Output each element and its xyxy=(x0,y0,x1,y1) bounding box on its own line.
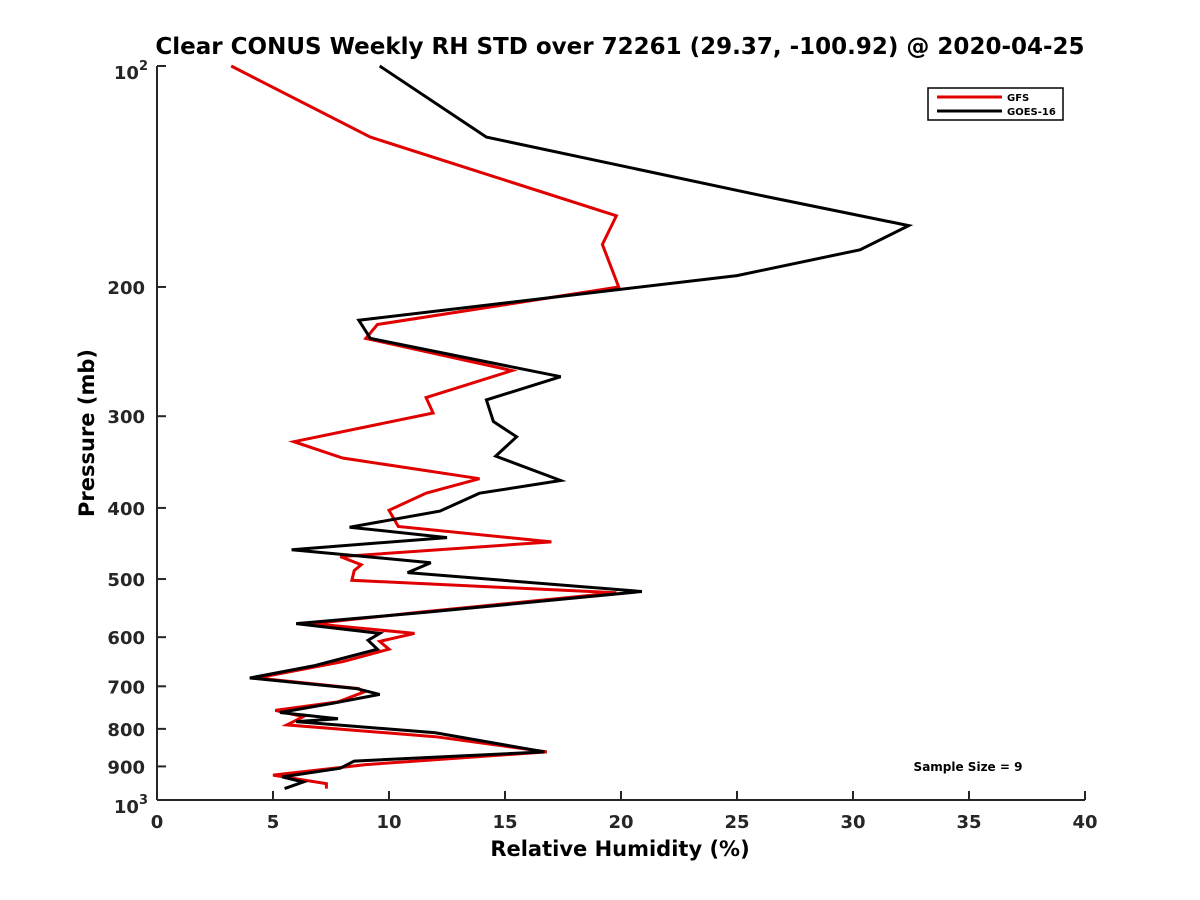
x-tick-label: 20 xyxy=(608,812,633,833)
y-tick-label: 600 xyxy=(107,628,145,649)
y-tick-label: 500 xyxy=(107,570,145,591)
y-tick-label: 103 xyxy=(114,793,148,818)
x-tick-label: 25 xyxy=(724,812,749,833)
y-tick-label: 400 xyxy=(107,499,145,520)
tick-labels: 0 5 10 15 20 25 30 35 40 102 200 300 400 500 600 700 800… xyxy=(107,59,1097,833)
y-tick-label: 900 xyxy=(107,757,145,778)
x-tick-label: 30 xyxy=(840,812,865,833)
y-tick-label: 200 xyxy=(107,278,145,299)
legend-box xyxy=(927,87,1064,121)
x-tick-label: 15 xyxy=(492,812,517,833)
x-tick-label: 0 xyxy=(151,812,164,833)
y-tick-label: 102 xyxy=(114,59,148,84)
legend: GFS GOES-16 xyxy=(927,87,1064,121)
sample-size-annotation: Sample Size = 9 xyxy=(914,760,1023,774)
series-line-goes-16 xyxy=(249,64,914,791)
x-tick-label: 40 xyxy=(1072,812,1097,833)
series-line-gfs xyxy=(230,64,621,789)
y-tick-label: 700 xyxy=(107,677,145,698)
y-axis-label: Pressure (mb) xyxy=(75,349,99,517)
x-tick-label: 35 xyxy=(956,812,981,833)
y-tick-label: 800 xyxy=(107,720,145,741)
x-tick-label: 10 xyxy=(376,812,401,833)
x-tick-label: 5 xyxy=(267,812,280,833)
series-lines xyxy=(230,64,914,791)
y-tick-label: 300 xyxy=(107,407,145,428)
legend-label: GOES-16 xyxy=(1007,107,1056,118)
x-axis-label: Relative Humidity (%) xyxy=(490,837,749,861)
legend-label: GFS xyxy=(1007,93,1029,104)
chart-title: Clear CONUS Weekly RH STD over 72261 (29… xyxy=(155,34,1084,60)
axes xyxy=(156,65,1086,801)
